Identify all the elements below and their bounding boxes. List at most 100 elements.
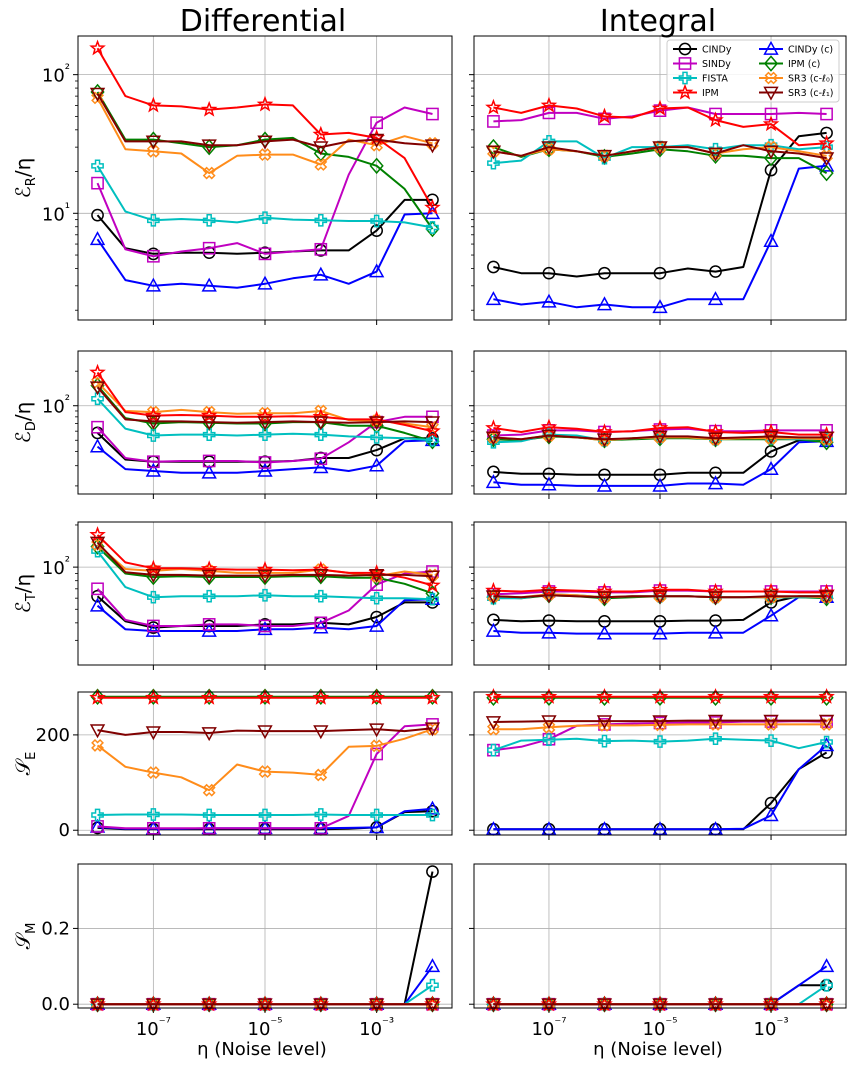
- point-sr3_l0: [426, 568, 439, 582]
- point-sr3_l1: [257, 569, 273, 584]
- point-sr3_l1: [424, 570, 441, 585]
- point-ipm: [485, 419, 502, 436]
- point-ipm_c: [313, 688, 328, 706]
- y-axis-label: 𝒮E: [11, 752, 39, 776]
- point-sr3_l0: [258, 148, 272, 162]
- point-ipm: [596, 688, 613, 704]
- point-sindy: [258, 247, 272, 261]
- point-cindy_c: [707, 291, 724, 306]
- point-sr3_l1: [145, 998, 162, 1013]
- point-fista: [202, 808, 216, 822]
- point-ipm: [256, 560, 274, 577]
- point-sr3_l1: [652, 430, 668, 445]
- legend-label-cindy: CINDy: [702, 45, 732, 56]
- point-fista: [426, 808, 439, 822]
- point-fista: [147, 213, 160, 227]
- point-ipm: [256, 688, 274, 705]
- legend-item-sr3_l1: SR3 (c-ℓ₁): [759, 86, 834, 101]
- point-fista: [147, 429, 160, 442]
- point-fista: [426, 978, 439, 992]
- legend-item-cindy_c: CINDy (c): [759, 40, 833, 56]
- point-sr3_l1: [89, 998, 106, 1013]
- point-sr3_l1: [652, 141, 668, 156]
- point-sr3_l1: [89, 87, 106, 102]
- point-ipm: [485, 98, 502, 115]
- series-line-cindy: [493, 438, 827, 476]
- series-line-cindy_c: [96, 439, 433, 474]
- point-sr3_l1: [652, 715, 668, 730]
- series-line-fista: [493, 737, 827, 752]
- point-cindy: [487, 260, 500, 274]
- point-ipm_c: [90, 688, 105, 706]
- legend-item-sr3_l0: SR3 (c-ℓ₀): [759, 71, 834, 85]
- point-sr3_l1: [368, 569, 385, 584]
- point-sr3_l0: [653, 718, 667, 732]
- point-cindy_c: [596, 477, 613, 492]
- legend-label-sr3_l0: SR3 (c-ℓ₀): [788, 74, 834, 85]
- point-cindy_c: [541, 293, 557, 308]
- point-sr3_l1: [596, 998, 613, 1013]
- point-cindy_c: [707, 821, 724, 836]
- point-cindy_c: [313, 619, 329, 634]
- point-fista: [202, 428, 216, 441]
- point-ipm: [651, 580, 669, 597]
- point-ipm: [485, 581, 502, 598]
- legend-marker: [763, 55, 779, 72]
- panel-SE_diff: 0 200 𝒮E: [11, 688, 453, 841]
- point-cindy: [542, 266, 556, 280]
- point-sr3_l1: [424, 722, 441, 737]
- point-sr3_l1: [368, 998, 385, 1013]
- point-ipm: [424, 198, 441, 215]
- point-cindy_c: [652, 477, 668, 492]
- point-sr3_l1: [818, 590, 835, 605]
- point-sr3_l0: [146, 144, 160, 158]
- point-sr3_l0: [258, 765, 272, 779]
- plot-frame: [473, 521, 847, 666]
- point-ipm: [145, 96, 162, 113]
- point-sr3_l1: [145, 135, 162, 150]
- point-ipm: [707, 688, 724, 704]
- point-fista: [314, 428, 328, 441]
- legend-marker: [678, 42, 692, 56]
- y-tick-label: 0.0: [41, 994, 70, 1015]
- series-line-cindy: [96, 595, 433, 629]
- point-sindy: [542, 106, 556, 120]
- point-sindy: [258, 456, 272, 469]
- legend-item-ipm: IPM: [673, 83, 719, 100]
- point-ipm: [424, 688, 441, 705]
- point-cindy_c: [485, 474, 502, 489]
- point-fista: [426, 221, 439, 234]
- point-sr3_l1: [818, 714, 835, 729]
- point-sr3_l1: [89, 724, 106, 739]
- panel-ER_diff: 10¹ 10² ℰR/η: [11, 35, 453, 325]
- legend-label-ipm: IPM: [702, 88, 719, 99]
- plot-frame: [473, 35, 847, 321]
- point-sr3_l1: [818, 431, 835, 446]
- point-sr3_l1: [313, 725, 329, 740]
- point-ipm: [651, 688, 669, 704]
- series-line-cindy_c: [96, 212, 433, 289]
- point-sr3_l0: [314, 768, 328, 782]
- y-tick-label: 10²: [42, 63, 70, 87]
- point-fista: [370, 591, 383, 605]
- point-cindy: [370, 610, 383, 624]
- point-sr3_l0: [146, 766, 160, 779]
- point-ipm_c: [257, 688, 273, 706]
- point-ipm: [424, 422, 441, 439]
- column-title-differential: Differential: [180, 4, 347, 39]
- point-fista: [147, 808, 160, 821]
- point-cindy_c: [424, 958, 441, 973]
- point-ipm: [89, 363, 106, 380]
- point-sindy: [314, 242, 328, 256]
- point-cindy_c: [596, 625, 613, 640]
- x-axis-label-left: η (Noise level): [197, 1039, 327, 1060]
- point-sr3_l0: [202, 166, 216, 180]
- point-ipm: [89, 688, 106, 705]
- plot-frame: [77, 863, 453, 1009]
- point-ipm: [368, 129, 385, 145]
- legend-item-cindy: CINDy: [673, 42, 732, 56]
- series-line-ipm_c: [96, 91, 434, 230]
- point-fista: [820, 735, 833, 749]
- point-cindy_c: [368, 617, 385, 632]
- column-title-integral: Integral: [600, 4, 716, 39]
